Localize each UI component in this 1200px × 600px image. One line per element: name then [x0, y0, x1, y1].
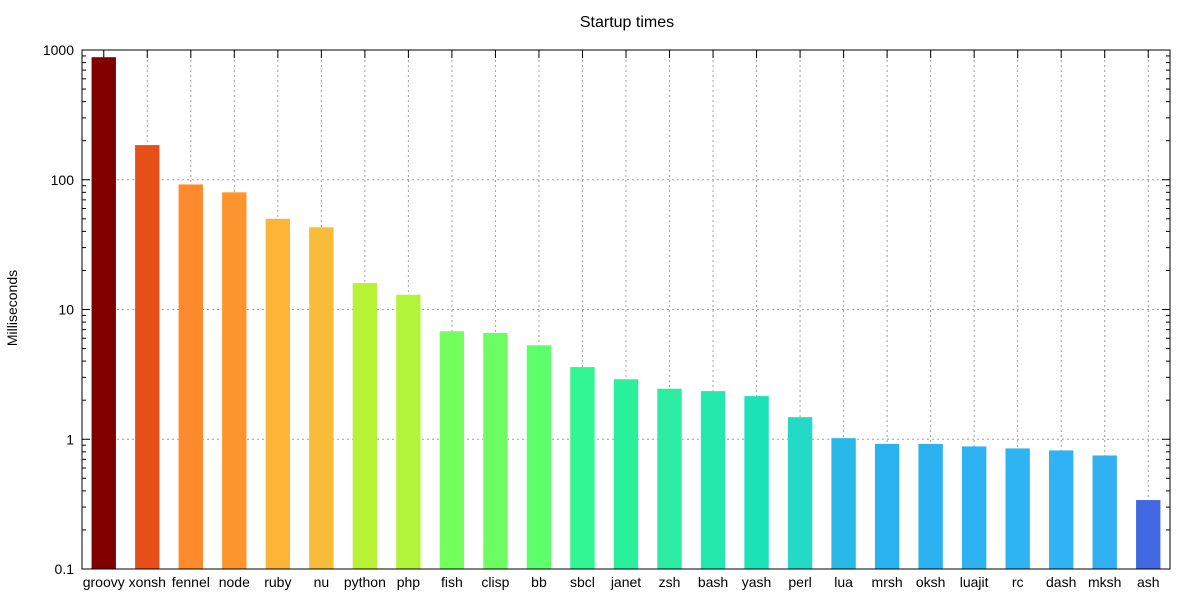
bar-bash — [700, 391, 726, 569]
bar-oksh — [918, 443, 943, 569]
x-tick-label: php — [397, 574, 421, 590]
bar-clisp — [483, 332, 508, 569]
y-tick-label: 1 — [66, 431, 74, 447]
y-tick-label: 100 — [51, 172, 75, 188]
bar-fennel — [178, 184, 203, 569]
bar-mrsh — [874, 443, 900, 569]
x-tick-label: dash — [1046, 574, 1076, 590]
x-tick-label: fish — [441, 574, 463, 590]
grid-layer — [82, 49, 1170, 570]
x-tick-label: zsh — [659, 574, 681, 590]
y-tick-label: 0.1 — [55, 561, 75, 577]
bar-yash — [744, 396, 769, 569]
bar-python — [352, 283, 378, 569]
x-tick-label: clisp — [481, 574, 509, 590]
bar-luajit — [961, 446, 987, 569]
x-tick-label: nu — [314, 574, 330, 590]
x-tick-label: mksh — [1088, 574, 1121, 590]
x-tick-label: mrsh — [872, 574, 903, 590]
bar-dash — [1049, 450, 1074, 569]
bar-lua — [831, 438, 856, 569]
bar-node — [222, 192, 247, 569]
x-tick-label: janet — [610, 574, 641, 590]
x-tick-label: oksh — [916, 574, 946, 590]
x-tick-label: rc — [1012, 574, 1024, 590]
x-tick-label: python — [344, 574, 386, 590]
bars-layer — [91, 57, 1161, 569]
bar-fish — [439, 331, 465, 569]
y-tick-label: 10 — [58, 302, 74, 318]
plot-frame — [81, 49, 1171, 570]
bar-perl — [787, 417, 813, 569]
bar-xonsh — [135, 145, 160, 569]
x-tick-label: ruby — [264, 574, 291, 590]
y-tick-labels: 0.1 1 10 100 1000 — [43, 42, 74, 577]
x-tick-label: sbcl — [570, 574, 595, 590]
y-tick-label: 1000 — [43, 42, 74, 58]
x-tick-label: yash — [742, 574, 772, 590]
bar-ash — [1136, 500, 1161, 569]
bar-sbcl — [570, 367, 595, 569]
x-tick-label: bb — [531, 574, 547, 590]
x-tick-label: luajit — [960, 574, 989, 590]
x-tick-label: bash — [698, 574, 728, 590]
bar-mksh — [1092, 455, 1117, 569]
bar-php — [396, 294, 421, 569]
y-axis-title: Milliseconds — [4, 270, 20, 346]
bar-groovy — [91, 57, 116, 569]
bar-rc — [1005, 448, 1030, 569]
x-tick-label: ash — [1137, 574, 1160, 590]
x-tick-label: perl — [788, 574, 811, 590]
x-tick-label: groovy — [83, 574, 125, 590]
x-tick-label: lua — [834, 574, 853, 590]
x-tick-label: fennel — [172, 574, 210, 590]
bar-ruby — [265, 218, 291, 569]
x-tick-label: xonsh — [129, 574, 166, 590]
bar-zsh — [657, 388, 682, 569]
bar-bb — [526, 345, 552, 569]
bar-nu — [309, 227, 334, 569]
bar-janet — [613, 379, 639, 569]
x-tick-labels: groovy xonsh fennel node ruby nu python php fish… — [83, 574, 1160, 590]
x-tick-label: node — [219, 574, 250, 590]
chart-title: Startup times — [580, 14, 674, 31]
